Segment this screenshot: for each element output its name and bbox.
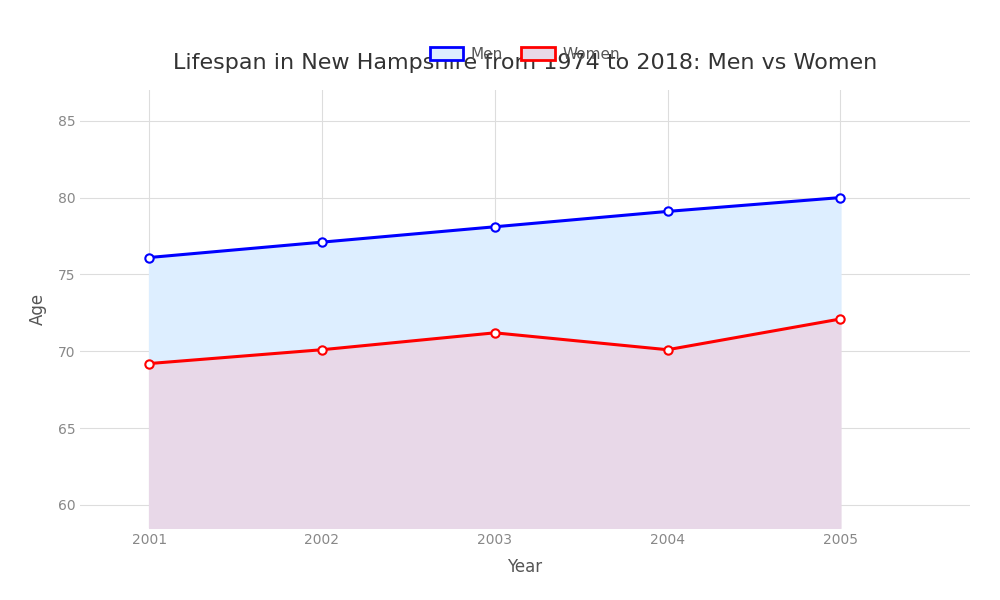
X-axis label: Year: Year — [507, 558, 543, 576]
Title: Lifespan in New Hampshire from 1974 to 2018: Men vs Women: Lifespan in New Hampshire from 1974 to 2… — [173, 53, 877, 73]
Y-axis label: Age: Age — [28, 293, 46, 325]
Legend: Men, Women: Men, Women — [424, 41, 626, 68]
